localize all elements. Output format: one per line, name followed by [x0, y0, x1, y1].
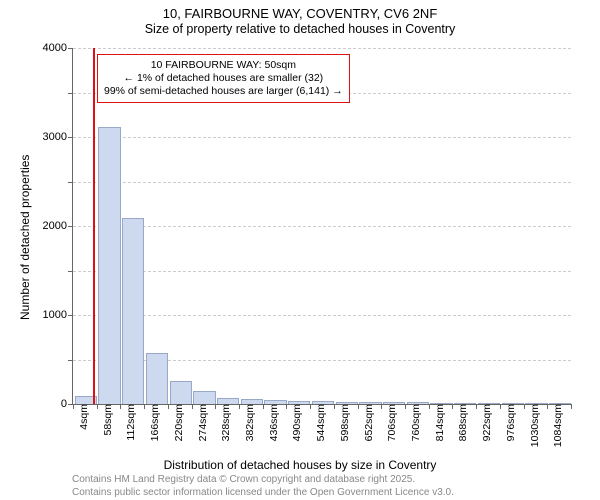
- xtick-mark: [405, 404, 406, 409]
- xtick-label: 652sqm: [361, 404, 375, 441]
- xtick-mark: [144, 404, 145, 409]
- histogram-bar: [264, 400, 286, 404]
- ytick-label: 4000: [43, 42, 73, 54]
- xtick-mark: [215, 404, 216, 409]
- chart-root: 10, FAIRBOURNE WAY, COVENTRY, CV6 2NF Si…: [0, 0, 600, 500]
- histogram-bar: [430, 403, 452, 405]
- xtick-label: 382sqm: [242, 404, 256, 441]
- xtick-label: 274sqm: [195, 404, 209, 441]
- xtick-mark: [334, 404, 335, 409]
- xtick-mark: [500, 404, 501, 409]
- gridline-h: [73, 271, 571, 272]
- plot-area: 010002000300040004sqm58sqm112sqm166sqm22…: [72, 48, 571, 405]
- xtick-mark: [476, 404, 477, 409]
- histogram-bar: [170, 381, 192, 404]
- ytick-label: 2000: [43, 220, 73, 232]
- ytick-mark: [68, 182, 73, 183]
- ytick-mark: [68, 271, 73, 272]
- histogram-bar: [146, 353, 168, 404]
- histogram-bar: [288, 401, 310, 404]
- xtick-label: 598sqm: [337, 404, 351, 441]
- gridline-h: [73, 315, 571, 316]
- xtick-mark: [358, 404, 359, 409]
- histogram-bar: [217, 398, 239, 404]
- xtick-label: 544sqm: [313, 404, 327, 441]
- xtick-mark: [120, 404, 121, 409]
- chart-title: 10, FAIRBOURNE WAY, COVENTRY, CV6 2NF: [0, 6, 600, 21]
- gridline-h: [73, 226, 571, 227]
- histogram-bar: [407, 402, 429, 404]
- xtick-label: 1030sqm: [527, 404, 541, 447]
- xtick-mark: [452, 404, 453, 409]
- xtick-label: 328sqm: [218, 404, 232, 441]
- histogram-bar: [98, 127, 120, 404]
- xtick-mark: [168, 404, 169, 409]
- xtick-label: 112sqm: [123, 404, 137, 441]
- xtick-label: 490sqm: [289, 404, 303, 441]
- attribution-line: Contains HM Land Registry data © Crown c…: [72, 474, 454, 487]
- ytick-label: 3000: [43, 131, 73, 143]
- xtick-label: 922sqm: [479, 404, 493, 441]
- xtick-label: 868sqm: [455, 404, 469, 441]
- x-axis-label: Distribution of detached houses by size …: [0, 458, 600, 472]
- xtick-mark: [524, 404, 525, 409]
- histogram-bar: [549, 403, 571, 405]
- histogram-bar: [478, 403, 500, 405]
- histogram-bar: [122, 218, 144, 404]
- annotation-box: 10 FAIRBOURNE WAY: 50sqm← 1% of detached…: [97, 54, 350, 103]
- histogram-bar: [454, 403, 476, 405]
- annotation-line: 10 FAIRBOURNE WAY: 50sqm: [104, 59, 343, 72]
- xtick-mark: [381, 404, 382, 409]
- histogram-bar: [359, 402, 381, 404]
- histogram-bar: [525, 403, 547, 405]
- xtick-mark: [97, 404, 98, 409]
- xtick-label: 58sqm: [100, 404, 114, 436]
- histogram-bar: [502, 403, 524, 405]
- ytick-mark: [68, 93, 73, 94]
- highlight-line: [93, 48, 95, 404]
- gridline-h: [73, 48, 571, 49]
- xtick-mark: [286, 404, 287, 409]
- xtick-mark: [310, 404, 311, 409]
- xtick-label: 166sqm: [147, 404, 161, 441]
- xtick-mark: [429, 404, 430, 409]
- xtick-mark: [263, 404, 264, 409]
- xtick-label: 706sqm: [384, 404, 398, 441]
- xtick-label: 760sqm: [408, 404, 422, 441]
- histogram-bar: [193, 391, 215, 404]
- xtick-mark: [571, 404, 572, 409]
- gridline-h: [73, 182, 571, 183]
- xtick-mark: [239, 404, 240, 409]
- chart-subtitle: Size of property relative to detached ho…: [0, 22, 600, 36]
- xtick-label: 1084sqm: [550, 404, 564, 447]
- histogram-bar: [312, 401, 334, 404]
- annotation-line: ← 1% of detached houses are smaller (32): [104, 72, 343, 85]
- gridline-h: [73, 137, 571, 138]
- xtick-label: 4sqm: [76, 404, 90, 430]
- xtick-mark: [547, 404, 548, 409]
- ytick-label: 1000: [43, 309, 73, 321]
- xtick-label: 814sqm: [432, 404, 446, 441]
- xtick-label: 976sqm: [503, 404, 517, 441]
- histogram-bar: [336, 402, 358, 404]
- ytick-label: 0: [61, 398, 73, 410]
- xtick-label: 436sqm: [266, 404, 280, 441]
- xtick-label: 220sqm: [171, 404, 185, 441]
- ytick-mark: [68, 360, 73, 361]
- attribution-text: Contains HM Land Registry data © Crown c…: [72, 474, 454, 499]
- y-axis-label: Number of detached properties: [18, 155, 32, 320]
- histogram-bar: [241, 399, 263, 404]
- xtick-mark: [73, 404, 74, 409]
- annotation-line: 99% of semi-detached houses are larger (…: [104, 85, 343, 98]
- histogram-bar: [383, 402, 405, 404]
- attribution-line: Contains public sector information licen…: [72, 487, 454, 500]
- xtick-mark: [192, 404, 193, 409]
